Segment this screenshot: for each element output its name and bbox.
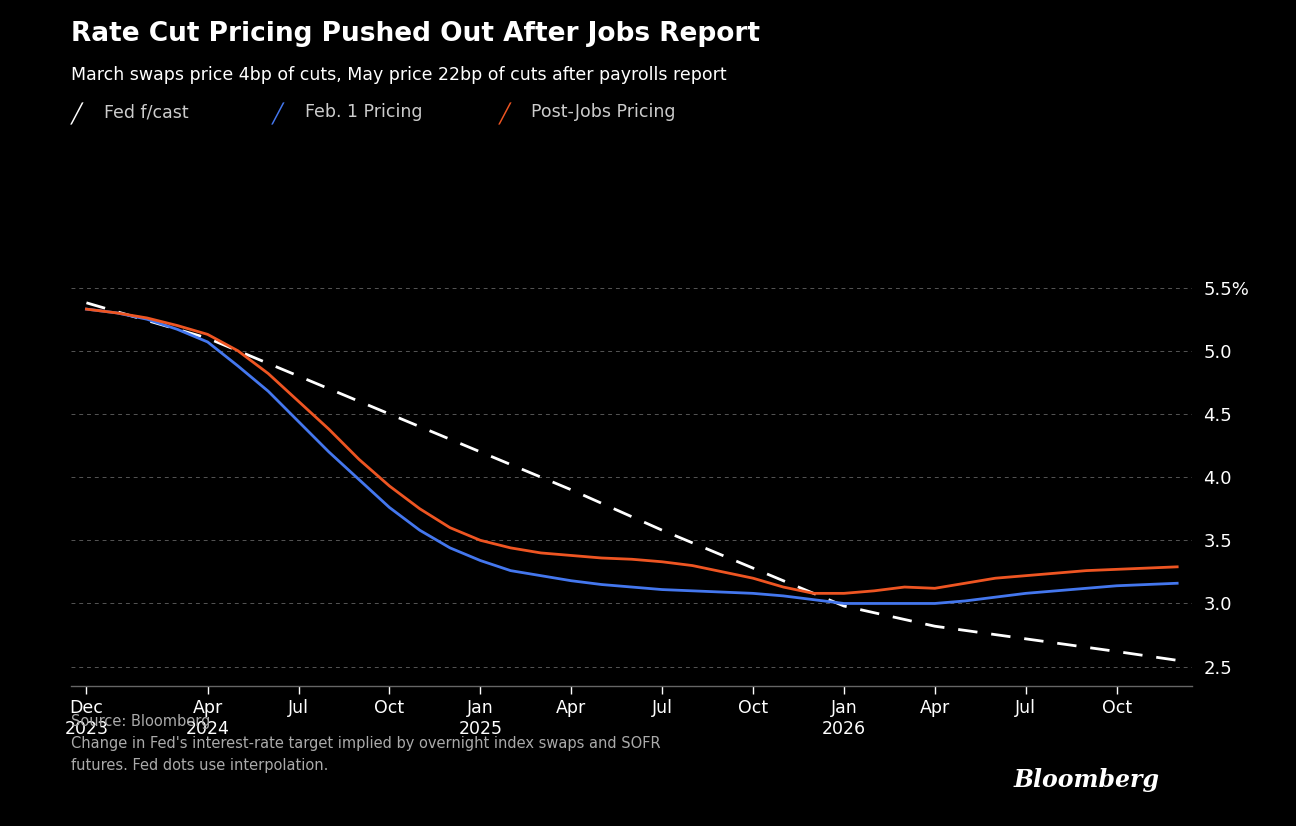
Text: Feb. 1 Pricing: Feb. 1 Pricing (305, 103, 422, 121)
Text: Bloomberg: Bloomberg (1013, 768, 1160, 792)
Text: ╱: ╱ (499, 103, 511, 126)
Text: Fed f/cast: Fed f/cast (104, 103, 188, 121)
Text: Post-Jobs Pricing: Post-Jobs Pricing (531, 103, 675, 121)
Text: Rate Cut Pricing Pushed Out After Jobs Report: Rate Cut Pricing Pushed Out After Jobs R… (71, 21, 761, 46)
Text: ╱: ╱ (71, 103, 83, 126)
Text: Source: Bloomberg
Change in Fed's interest-rate target implied by overnight inde: Source: Bloomberg Change in Fed's intere… (71, 714, 661, 772)
Text: March swaps price 4bp of cuts, May price 22bp of cuts after payrolls report: March swaps price 4bp of cuts, May price… (71, 66, 727, 84)
Text: ╱: ╱ (272, 103, 284, 126)
